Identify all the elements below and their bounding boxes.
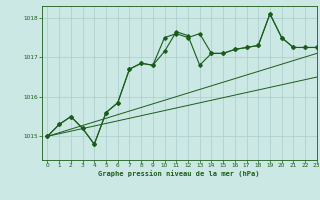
X-axis label: Graphe pression niveau de la mer (hPa): Graphe pression niveau de la mer (hPa) bbox=[99, 171, 260, 177]
